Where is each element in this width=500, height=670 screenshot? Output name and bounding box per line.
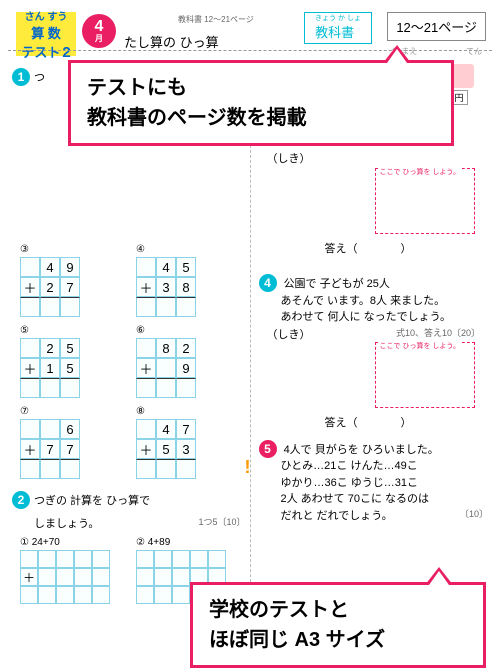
addition-grid: 49 ＋27 <box>20 257 120 317</box>
callout-top-line2: 教科書のページ数を掲載 <box>87 103 435 133</box>
addition-problem: ⑧ 47 ＋53 <box>136 406 236 479</box>
q4-shiki: （しき） <box>267 326 311 342</box>
problem-label: ④ <box>136 244 236 255</box>
q4-workbox-label: ここで ひっ算を しよう。 <box>378 341 462 351</box>
month-number: 4 <box>95 19 104 35</box>
q4-section: 4 公園で 子どもが 25人 あそんで います。8人 来ました。 あわせて 何人… <box>255 274 489 430</box>
callout-bottom-line1: 学校のテストと <box>209 595 467 625</box>
problem-label: ③ <box>20 244 120 255</box>
q5-line4: 2人 あわせて 70こに なるのは <box>259 493 430 505</box>
callout-bottom-line2: ほぼ同じ A3 サイズ <box>209 625 467 655</box>
textbook-box: きょう か しょ 教科書 <box>304 12 372 44</box>
q4-line2: あそんで います。8人 来ました。 <box>259 295 446 307</box>
addition-problem: ⑦ 6 ＋77 <box>20 406 120 479</box>
addition-problem: ⑥ 82 ＋9 <box>136 325 236 398</box>
callout-top-line1: テストにも <box>87 73 435 103</box>
right-column: 38円 55円 （しき） ここで ひっ算を しよう。 答え（ ） 4 公園で 子… <box>251 60 493 662</box>
q4-number: 4 <box>259 274 277 292</box>
addition-grid: 6 ＋77 <box>20 419 120 479</box>
month-label: 月 <box>95 35 103 43</box>
test-label: テスト <box>21 42 60 61</box>
q4-line3: あわせて 何人に なったでしょう。 <box>259 311 451 323</box>
textbook-label: 教科書 <box>315 25 354 40</box>
addition-grid: 47 ＋53 <box>136 419 236 479</box>
q1-number: 1 <box>12 68 30 86</box>
subject-text: 算 数 <box>31 23 61 42</box>
header-rule <box>8 50 492 51</box>
callout-arrow-icon <box>425 567 453 585</box>
q4-answer: 答え（ ） <box>325 414 489 430</box>
q1-problems: ③ 49 ＋27 ④ 45 ＋38 ⑤ 25 ＋15 ⑥ 82 ＋9 ⑦ 6 ＋… <box>12 170 246 479</box>
lesson-title: たし算の ひっ算 <box>124 32 219 51</box>
problem-label: ⑦ <box>20 406 120 417</box>
subject-ruby: さん すう <box>25 8 68 23</box>
callout-bottom: 学校のテストと ほぼ同じ A3 サイズ <box>190 582 486 668</box>
q2-score: 1つ5〔10〕 <box>198 515 245 531</box>
q4-score: 式10、答え10〔20〕 <box>396 326 480 342</box>
month-badge: 4 月 <box>82 14 116 48</box>
addition-grid: 25 ＋15 <box>20 338 120 398</box>
q5-score: 〔10〕 <box>460 508 488 522</box>
callout-arrow-icon <box>383 45 411 63</box>
textbook-ruby: きょう か しょ <box>315 15 361 22</box>
q4-line1: 公園で 子どもが 25人 <box>284 278 390 290</box>
q3-shiki: （しき） <box>267 150 489 166</box>
test-number: 2 <box>62 44 70 61</box>
q5-line3: ゆかり…36こ ゆうじ…31こ <box>259 477 419 489</box>
worksheet-page: さん すう 算 数 テスト 2 4 月 たし算の ひっ算 教科書 12〜21ペー… <box>0 0 500 670</box>
exclamation-icon: ! <box>245 454 251 481</box>
page-ref-small: 教科書 12〜21ページ <box>178 14 254 25</box>
addition-grid: 82 ＋9 <box>136 338 236 398</box>
q5-line1: 4人で 貝がらを ひろいました。 <box>284 444 439 456</box>
q3-workbox: ここで ひっ算を しよう。 <box>375 168 475 234</box>
q5-number: 5 <box>259 440 277 458</box>
addition-grid: 45 ＋38 <box>136 257 236 317</box>
page-range-box: 12〜21ページ <box>387 12 486 41</box>
content-area: 1 つ ③ 49 ＋27 ④ 45 ＋38 ⑤ 25 ＋15 ⑥ 82 ＋9 ⑦… <box>8 60 492 662</box>
addition-problem: ③ 49 ＋27 <box>20 244 120 317</box>
addition-problem: ④ 45 ＋38 <box>136 244 236 317</box>
problem-label: ② 4+89 <box>136 537 236 548</box>
addition-problem: ⑤ 25 ＋15 <box>20 325 120 398</box>
q5-line5: だれと だれでしょう。 <box>259 510 393 522</box>
left-column: 1 つ ③ 49 ＋27 ④ 45 ＋38 ⑤ 25 ＋15 ⑥ 82 ＋9 ⑦… <box>8 60 250 662</box>
q2-text2: しましょう。 <box>34 515 99 531</box>
q4-workbox: ここで ひっ算を しよう。 <box>375 342 475 408</box>
problem-label: ① 24+70 <box>20 537 120 548</box>
header: さん すう 算 数 テスト 2 4 月 たし算の ひっ算 教科書 12〜21ペー… <box>8 8 492 56</box>
problem-label: ⑤ <box>20 325 120 336</box>
callout-top: テストにも 教科書のページ数を掲載 <box>68 60 454 146</box>
expression-problem: ① 24+70 ＋ <box>20 537 120 604</box>
q3-workbox-label: ここで ひっ算を しよう。 <box>378 167 462 177</box>
q2-head: 2 つぎの 計算を ひっ算で <box>12 491 246 509</box>
q5-line2: ひとみ…21こ けんた…49こ <box>259 460 418 472</box>
work-grid: ＋ <box>20 550 120 604</box>
q2-text: つぎの 計算を ひっ算で <box>34 492 246 508</box>
q3-answer: 答え（ ） <box>325 240 489 256</box>
problem-label: ⑥ <box>136 325 236 336</box>
q5-section: ! 5 4人で 貝がらを ひろいました。 ひとみ…21こ けんた…49こ ゆかり… <box>255 440 489 525</box>
problem-label: ⑧ <box>136 406 236 417</box>
q2-number: 2 <box>12 491 30 509</box>
